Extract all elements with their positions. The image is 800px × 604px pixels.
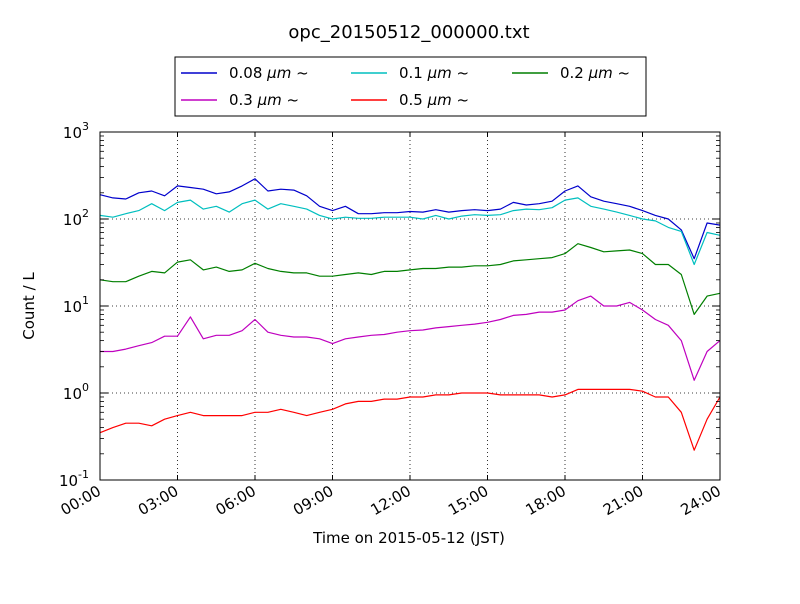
y-axis-label: Count / L — [20, 272, 38, 340]
legend: 0.08 μm ~ 0.1 μm ~ 0.2 μm ~ 0.3 μm ~ 0.5 μm … — [174, 56, 647, 117]
x-axis-label: Time on 2015-05-12 (JST) — [312, 529, 505, 547]
chart-title: opc_20150512_000000.txt — [288, 22, 529, 43]
legend-label: 0.08 μm ~ — [229, 64, 309, 82]
series-line-0_3um — [100, 295, 721, 381]
y-tick-label: 10-1 — [59, 468, 89, 490]
legend-label: 0.5 μm ~ — [399, 91, 469, 109]
series-layer — [99, 178, 721, 451]
y-tick-label: 103 — [63, 120, 89, 142]
y-tick-label: 101 — [63, 294, 89, 316]
legend-label: 0.1 μm ~ — [399, 64, 469, 82]
y-tick-label: 100 — [63, 381, 89, 403]
series-line-0_5um — [99, 388, 721, 451]
y-tick-label: 102 — [63, 207, 89, 229]
legend-frame — [174, 56, 647, 117]
legend-label: 0.3 μm ~ — [229, 91, 299, 109]
series-line-0_2um — [99, 243, 721, 315]
series-line-0_08um — [99, 178, 721, 260]
legend-label: 0.2 μm ~ — [560, 64, 630, 82]
series-line-0_1um — [99, 197, 721, 266]
